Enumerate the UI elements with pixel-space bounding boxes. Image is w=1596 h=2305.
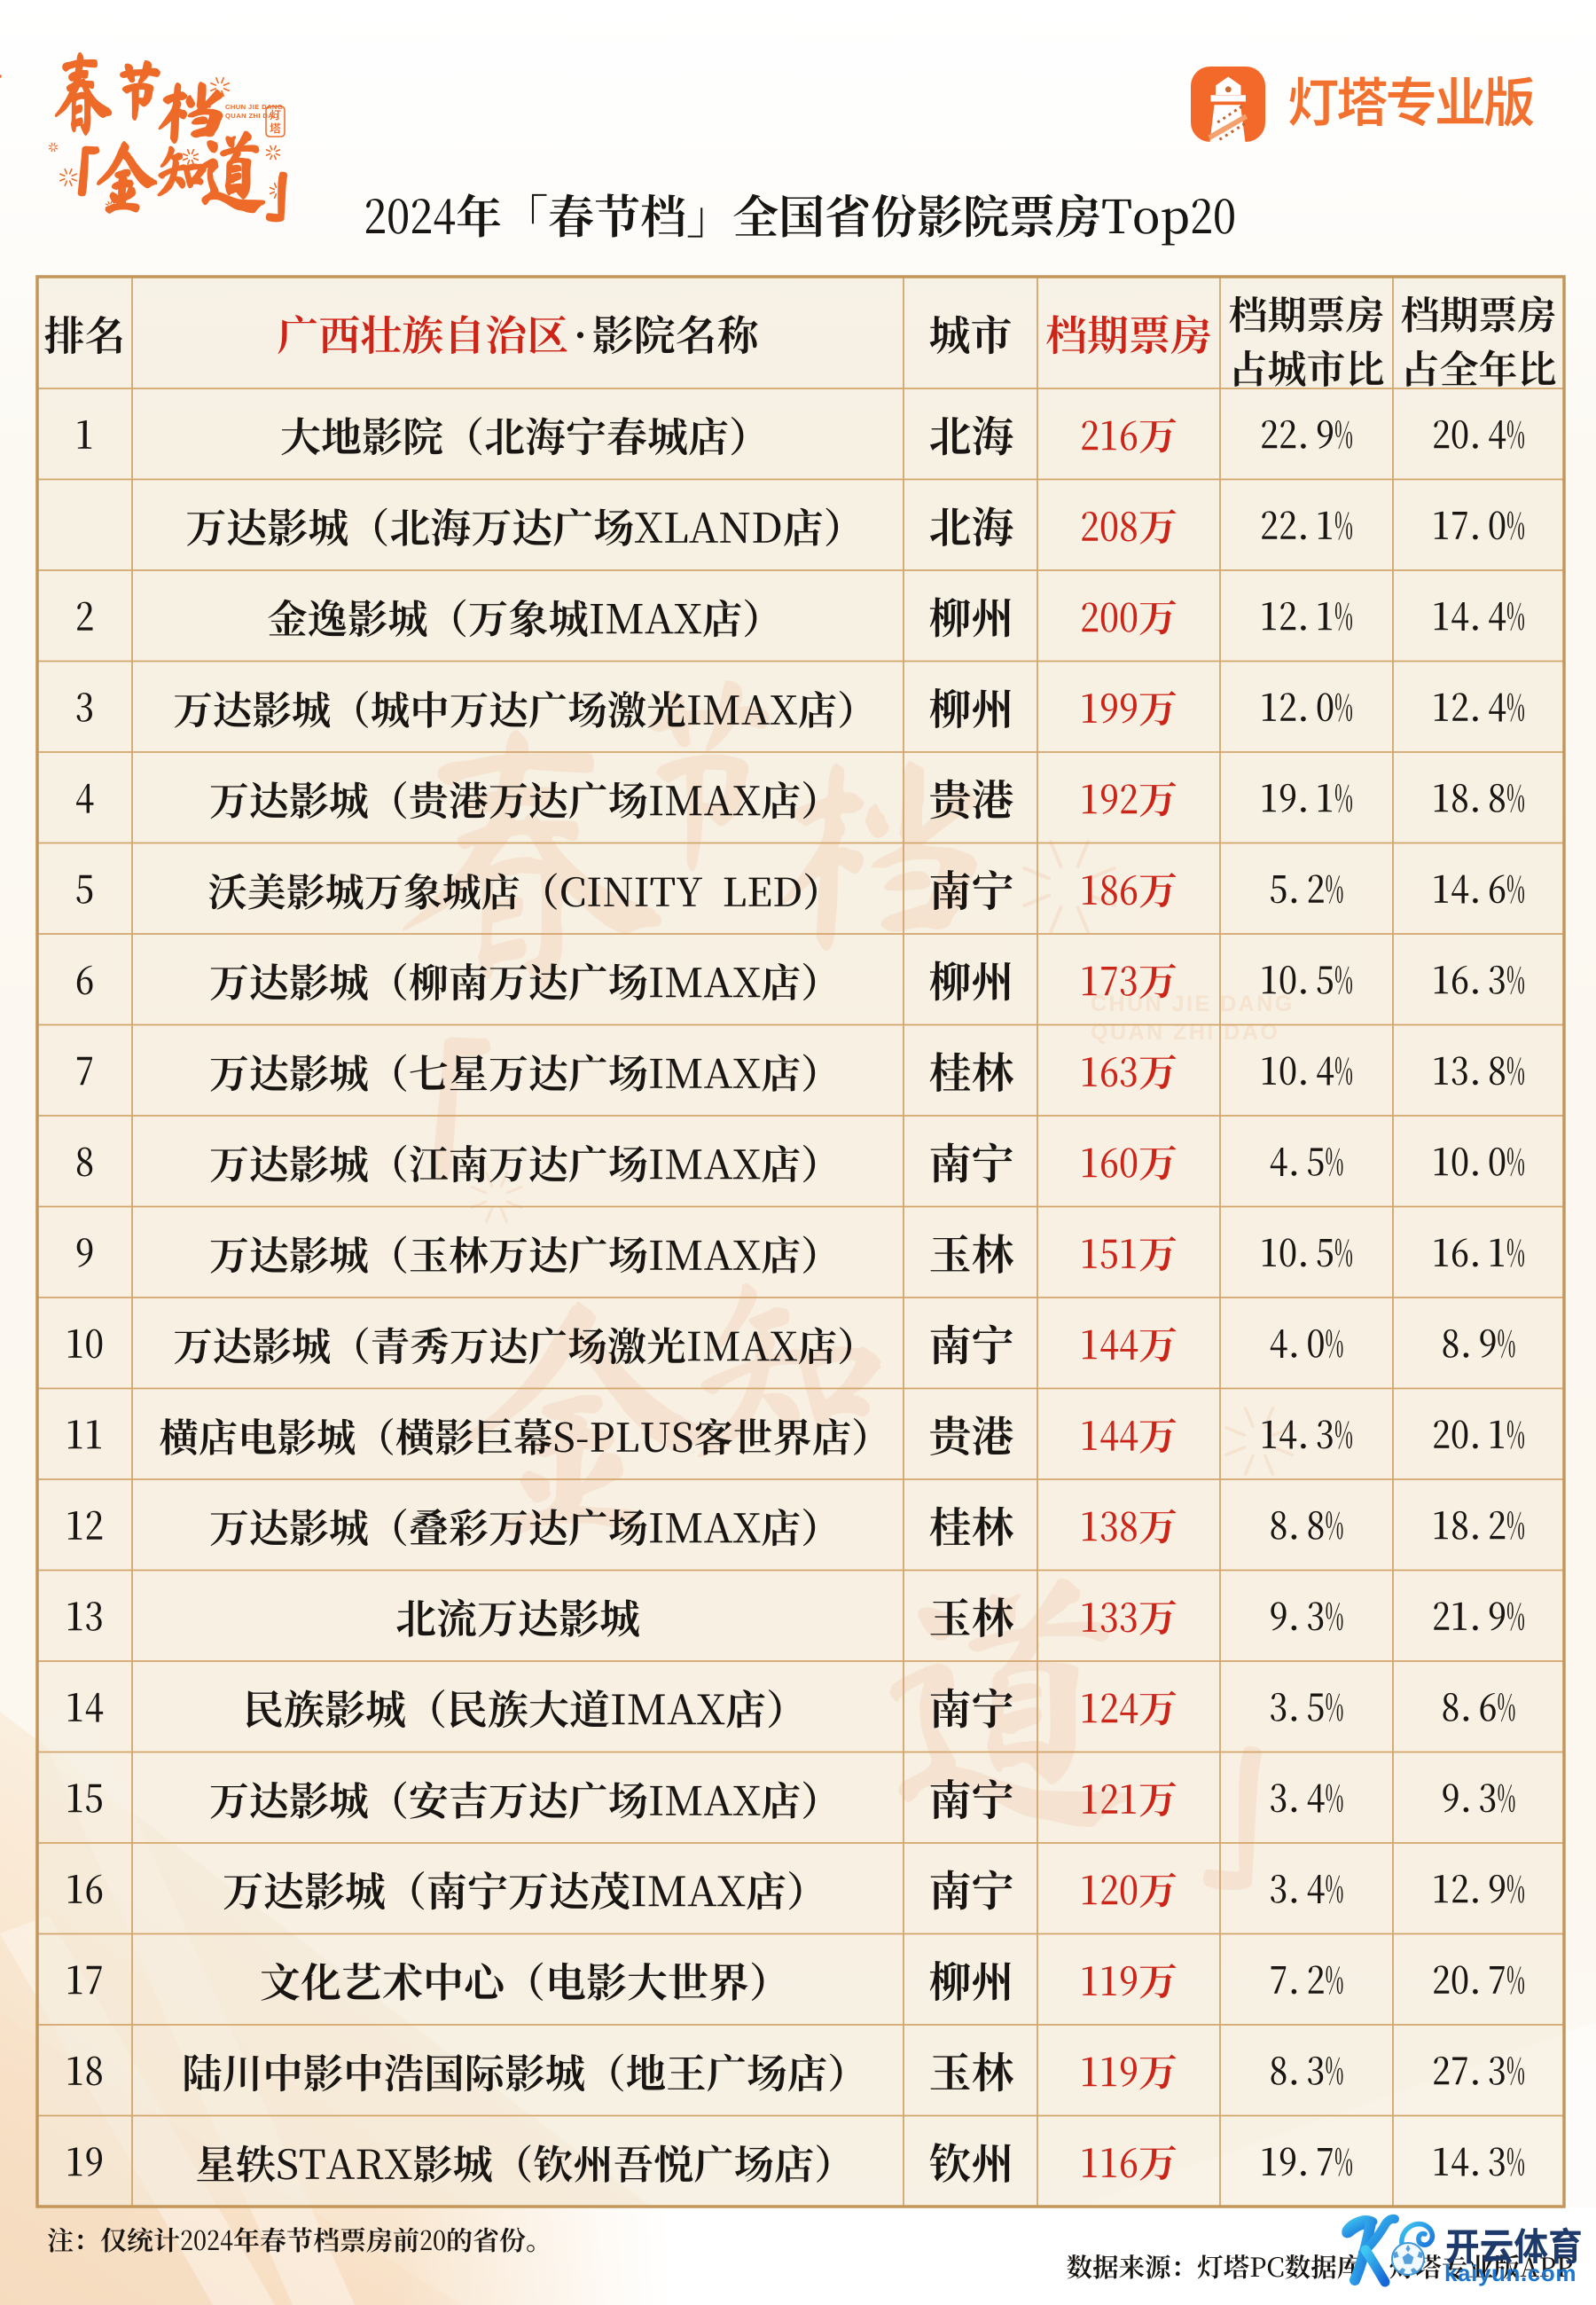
svg-text:QUAN ZHI DAO: QUAN ZHI DAO: [225, 112, 279, 120]
svg-text:QUAN ZHI DAO: QUAN ZHI DAO: [1091, 1020, 1279, 1045]
svg-text:kaiyun.com: kaiyun.com: [1444, 2260, 1576, 2286]
svg-text:CHUN JIE DANG: CHUN JIE DANG: [1091, 992, 1295, 1016]
svg-text:CHUN JIE DANG: CHUN JIE DANG: [225, 103, 283, 111]
